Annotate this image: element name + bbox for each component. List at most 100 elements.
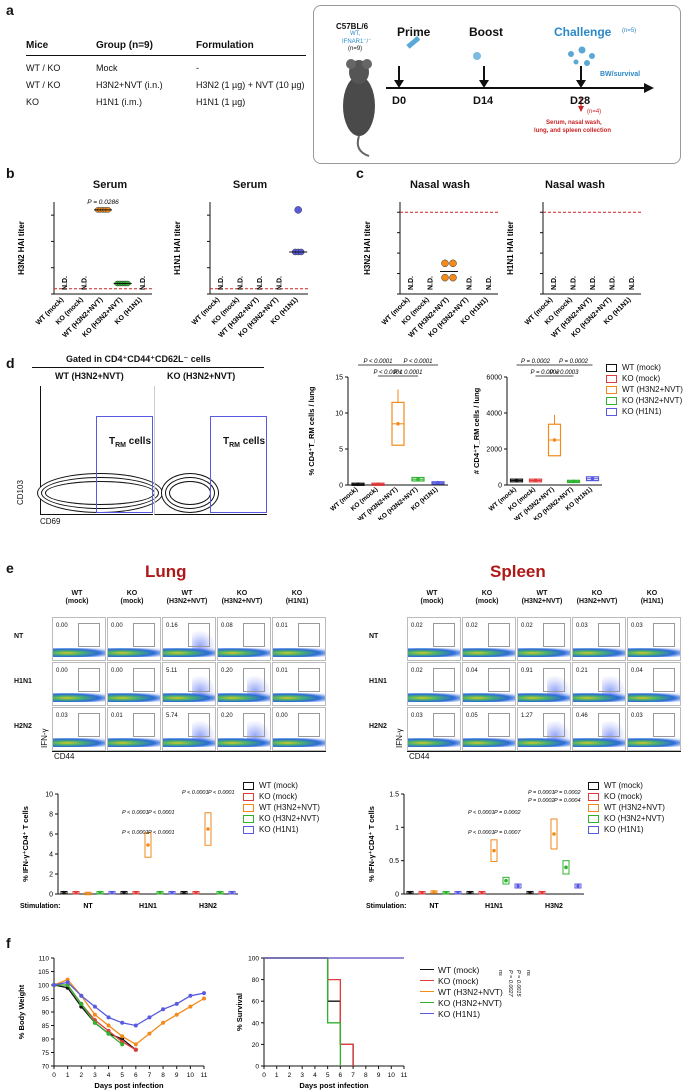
trm-gate — [210, 416, 267, 513]
flow-xaxis-arrow — [52, 751, 326, 752]
table-cell: H3N2 (1 µg) + NVT (10 µg) — [196, 80, 305, 90]
ifng-gate — [78, 623, 100, 647]
flow-percent: 1.27 — [521, 713, 533, 719]
col-head-line: (H3N2+NVT) — [166, 598, 208, 605]
p-value: P = 0.0002 — [528, 798, 555, 804]
p-value: P = 0.0007 — [494, 830, 521, 836]
nd-label: N.D. — [629, 276, 636, 290]
legend-label: KO (H3N2+NVT) — [438, 997, 502, 1008]
p-value: P < 0.0001 — [364, 359, 393, 365]
density-blob — [408, 738, 460, 748]
d-gated-line — [32, 367, 264, 368]
density-blob — [218, 738, 270, 748]
ifng-gate — [543, 623, 565, 647]
flow-yaxis-label: IFN-γ — [40, 728, 49, 748]
x-tick-label: 11 — [401, 1072, 408, 1079]
table-cell: WT / KO — [26, 80, 61, 90]
nd-label: N.D. — [218, 276, 225, 290]
density-blob — [108, 693, 160, 703]
x-tick-label: 2 — [288, 1072, 292, 1079]
ifng-gate — [488, 668, 510, 692]
data-point — [571, 479, 576, 484]
ifng-gate — [598, 713, 620, 737]
col-head-line: KO — [646, 590, 658, 597]
panel-label-e: e — [6, 560, 14, 576]
y-tick-label: 60 — [252, 999, 260, 1006]
density-blob — [53, 693, 105, 703]
table-cell: H3N2+NVT (i.n.) — [96, 80, 163, 90]
flow-col-head: WT (mock) — [52, 590, 102, 606]
trm-t: T — [223, 436, 230, 447]
p-value: P = 0.0002 — [559, 359, 589, 365]
density-blob — [163, 693, 215, 703]
ifng-gate — [78, 668, 100, 692]
flow-percent: 0.05 — [466, 713, 478, 719]
col-head-line: (H1N1) — [640, 598, 664, 605]
density-blob — [108, 648, 160, 658]
d-xaxis-label: CD69 — [40, 517, 61, 526]
box — [502, 876, 510, 885]
y-tick-label: 1 — [395, 825, 399, 832]
table-header: Mice — [26, 40, 96, 56]
flow-percent: 5.11 — [166, 668, 178, 674]
flow-percent: 0.91 — [521, 668, 533, 674]
nd-label: N.D. — [590, 276, 597, 290]
x-tick-label: 5 — [120, 1072, 124, 1079]
legend-swatch — [588, 825, 599, 834]
x-tick-label: 10 — [388, 1072, 396, 1079]
flow-cell: 0.21 — [572, 662, 626, 706]
flow-percent: 0.01 — [276, 668, 288, 674]
legend-item: KO (H1N1) — [243, 824, 320, 835]
flow-percent: 0.21 — [576, 668, 588, 674]
legend-swatch — [588, 814, 599, 823]
flow-percent: 0.00 — [56, 668, 68, 674]
legend-swatch — [606, 396, 617, 405]
flow-cell: 1.27 — [517, 707, 571, 751]
density-blob — [53, 738, 105, 748]
legend-item: WT (mock) — [420, 964, 503, 975]
flow-cell: 0.03 — [627, 617, 681, 661]
nd-label: N.D. — [81, 276, 88, 290]
y-tick-label: 0 — [339, 483, 343, 490]
y-tick-label: 15 — [335, 375, 343, 382]
chart-e1: % IFN-γ⁺CD4⁺ T cells 0 2 4 6 8 10 Stimulation: N… — [20, 790, 238, 910]
lung-title: Lung — [145, 562, 187, 581]
challenge-label: Challenge — [554, 25, 612, 39]
data-point — [86, 891, 90, 896]
panel-label-a: a — [6, 2, 14, 18]
data-point — [74, 890, 78, 895]
table-header: Group (n=9) — [96, 40, 196, 56]
d-yaxis-label: CD103 — [16, 480, 25, 505]
y-tick-label: 4 — [49, 852, 53, 859]
flow-percent: 0.16 — [166, 623, 178, 629]
flow-cell: 0.46 — [572, 707, 626, 751]
col-head-line: WT — [426, 590, 438, 597]
y-axis-label: H1N1 HAI titer — [506, 221, 515, 275]
flow-cell: 0.02 — [407, 617, 461, 661]
d-flow-plot-left: TRM cells — [40, 386, 155, 515]
y-tick-label: 80 — [252, 977, 260, 984]
trm-gate — [96, 416, 153, 513]
data-point — [147, 1015, 152, 1020]
flow-col-head: WT (H3N2+NVT) — [517, 590, 567, 606]
x-tick-label: 0 — [52, 1072, 56, 1079]
survival-p: P = 0.0015 — [515, 970, 521, 997]
legend-item: WT (H3N2+NVT) — [606, 384, 683, 395]
schedule-box: C57BL/6 WT, IFNAR1⁻/⁻ (n=9) Prime Boost … — [313, 5, 681, 164]
p-value: P = 0.0002 — [554, 790, 581, 796]
data-point — [436, 481, 440, 485]
bw-label: BW/survival — [600, 71, 641, 78]
flow-row-label: H1N1 — [369, 678, 387, 685]
data-point — [92, 1020, 97, 1025]
legend-swatch — [606, 374, 617, 383]
schedule-diagram — [343, 35, 654, 157]
flow-cell: 5.11 — [162, 662, 216, 706]
p-value: P < 0.0001 — [148, 810, 175, 816]
flow-cell: 0.00 — [52, 617, 106, 661]
p-value: P = 0.0286 — [87, 199, 119, 206]
flow-percent: 0.02 — [411, 623, 423, 629]
ifng-gate — [433, 623, 455, 647]
legend-label: KO (mock) — [438, 975, 479, 986]
y-tick-label: 0 — [395, 892, 399, 899]
survival-p: P = 0.0027 — [507, 970, 513, 997]
